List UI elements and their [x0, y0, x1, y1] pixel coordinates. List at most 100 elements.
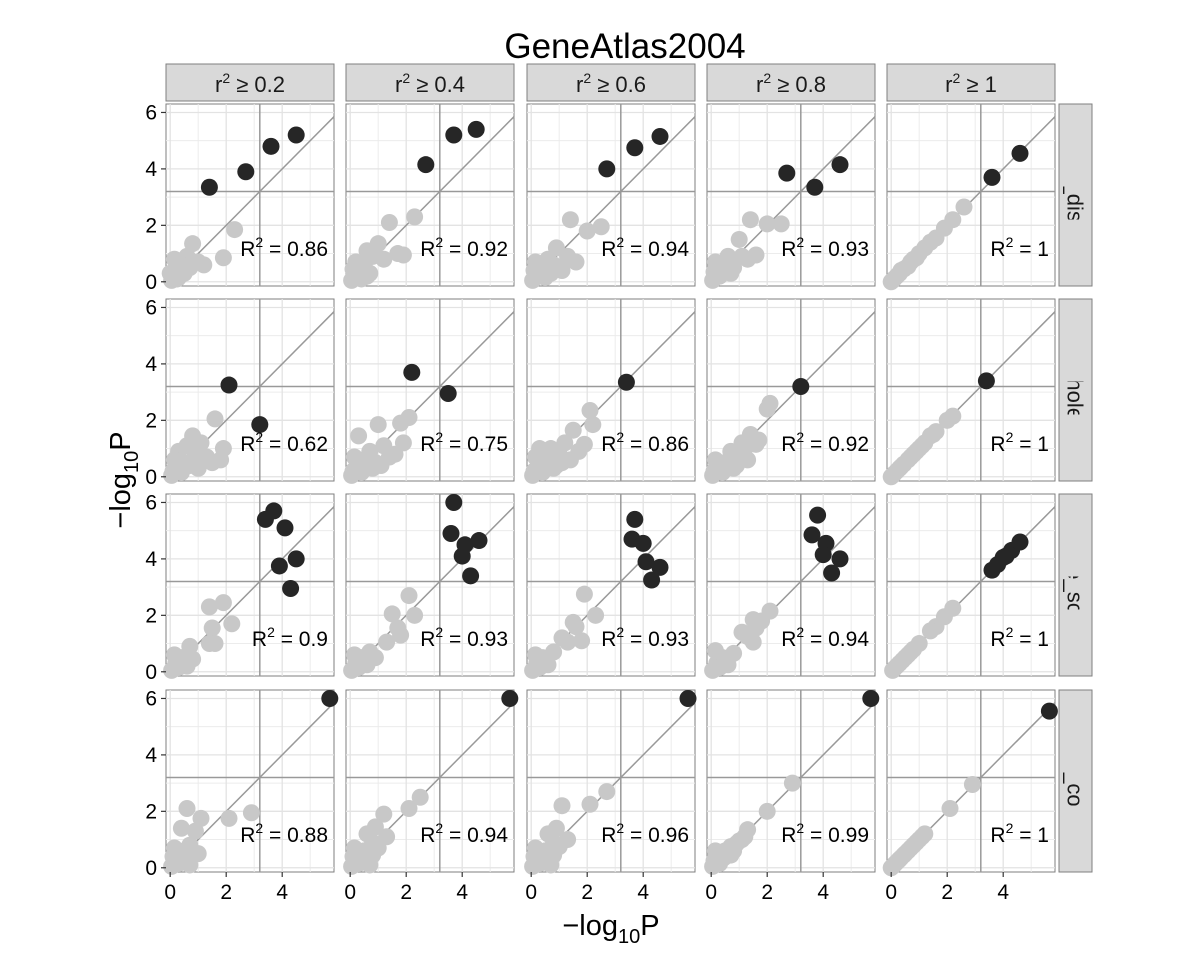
data-point	[214, 594, 232, 612]
data-point-significant	[403, 363, 421, 381]
strip-label-sup: 2	[952, 70, 960, 86]
data-point	[733, 247, 751, 265]
data-point	[587, 606, 605, 624]
data-point-significant	[831, 156, 849, 174]
r2-label-base: R	[240, 238, 255, 261]
strip-label-base: r	[215, 72, 222, 97]
r2-label-base: R	[420, 824, 435, 847]
data-point	[526, 646, 544, 664]
y-axis-title: −log10P	[105, 431, 143, 528]
r2-label-sup: 2	[1006, 820, 1014, 836]
r2-label-sup: 2	[1006, 624, 1014, 640]
data-point	[882, 273, 900, 291]
r2-label: R2 = 0.92	[781, 429, 869, 456]
y-tick-label: 4	[145, 548, 157, 571]
y-axis-title-end: P	[105, 431, 137, 450]
data-point	[581, 795, 599, 813]
data-point	[730, 832, 748, 850]
data-point-significant	[977, 372, 995, 390]
panel-2-2: R2 = 0.93	[524, 493, 696, 679]
data-point	[375, 805, 393, 823]
data-point-significant	[778, 164, 796, 182]
data-point	[733, 623, 751, 641]
data-point	[526, 448, 544, 466]
panel-3-3: R2 = 0.99	[704, 689, 880, 875]
y-tick-label: 4	[145, 744, 157, 767]
y-tick-label: 2	[145, 604, 157, 627]
x-tick-label: 0	[344, 881, 356, 904]
data-point	[378, 633, 396, 651]
data-point-significant	[445, 126, 463, 144]
data-point	[165, 250, 183, 268]
data-point	[575, 585, 593, 603]
r2-label: R2 = 0.92	[420, 234, 508, 261]
r2-label-value: = 1	[1013, 628, 1049, 651]
x-axis-title-end: P	[640, 910, 659, 942]
data-point	[344, 260, 362, 278]
r2-label: R2 = 1	[990, 234, 1049, 261]
panel-3-1: R2 = 0.94	[343, 689, 519, 875]
strip-background	[1058, 493, 1093, 677]
r2-label-sup: 2	[255, 429, 263, 445]
data-point-significant	[439, 385, 457, 403]
strip-label-base: r	[576, 72, 583, 97]
data-point-significant	[417, 156, 435, 174]
data-point-significant	[831, 550, 849, 568]
panel-0-0: R2 = 0.86	[161, 103, 335, 289]
r2-label-base: R	[990, 433, 1005, 456]
data-point-significant	[270, 557, 288, 575]
x-tick-label: 2	[761, 881, 773, 904]
r2-label: R2 = 0.62	[240, 429, 328, 456]
data-point-significant	[809, 506, 827, 524]
x-axis-title-sub: 10	[618, 926, 640, 948]
r2-label: R2 = 0.94	[601, 234, 689, 261]
y-tick-label: 6	[145, 687, 157, 710]
data-point	[905, 250, 923, 268]
data-point	[223, 615, 241, 633]
r2-label-value: = 0.75	[443, 433, 508, 456]
r2-label-base: R	[601, 824, 616, 847]
r2-label-base: R	[781, 628, 796, 651]
data-point	[344, 462, 362, 480]
x-tick-label: 0	[705, 881, 717, 904]
data-point-significant	[262, 137, 280, 155]
data-point	[392, 414, 410, 432]
panel-1-2: R2 = 0.86	[524, 298, 696, 484]
r2-label-sup: 2	[616, 820, 624, 836]
strip-background	[886, 63, 1056, 102]
data-point-significant	[442, 525, 460, 543]
panel-0-3: R2 = 0.93	[704, 103, 876, 289]
r2-label-value: = 0.9	[275, 628, 328, 651]
r2-label: R2 = 1	[990, 624, 1049, 651]
data-point	[750, 431, 768, 449]
data-point	[722, 264, 740, 282]
panel-0-2: R2 = 0.94	[524, 103, 696, 289]
column-strip-2: r2 ≥ 0.6	[526, 63, 696, 102]
strip-label-rest: ≥ 0.2	[230, 72, 285, 97]
r2-label-sup: 2	[435, 234, 443, 250]
r2-label: R2 = 0.94	[420, 820, 508, 847]
row-strip-label: Multiple_sclerosi	[1063, 504, 1088, 667]
data-point	[559, 831, 577, 849]
r2-label-base: R	[420, 433, 435, 456]
r2-label-base: R	[420, 628, 435, 651]
r2-label-value: = 0.94	[443, 824, 508, 847]
y-tick-label: 0	[145, 271, 157, 294]
column-strip-4: r2 ≥ 1	[886, 63, 1056, 102]
data-point-significant	[251, 416, 269, 434]
data-point	[372, 456, 390, 474]
data-point-significant	[643, 571, 661, 589]
r2-label-sup: 2	[435, 624, 443, 640]
strip-background	[1058, 298, 1093, 482]
data-point	[573, 632, 591, 650]
r2-label-base: R	[601, 433, 616, 456]
data-point	[542, 264, 560, 282]
data-point	[406, 606, 424, 624]
panel-1-3: R2 = 0.92	[704, 298, 876, 484]
data-point	[553, 797, 571, 815]
data-point	[383, 605, 401, 623]
r2-label: R2 = 1	[990, 820, 1049, 847]
strip-background	[706, 63, 876, 102]
data-point	[570, 442, 588, 460]
r2-label-base: R	[990, 628, 1005, 651]
